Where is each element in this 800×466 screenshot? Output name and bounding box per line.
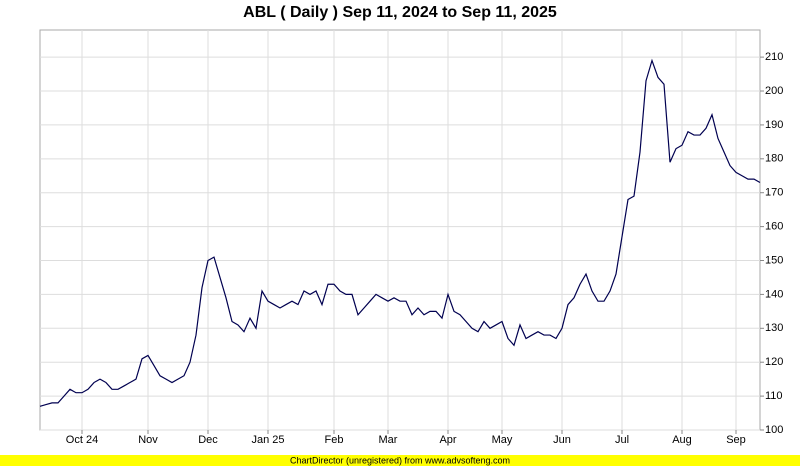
x-tick-label: Jun [553,434,571,446]
x-tick-label: Sep [726,434,746,446]
price-line [39,58,761,407]
x-tick-label: Jul [615,434,629,446]
y-tick-label: 180 [765,153,783,165]
y-tick-label: 150 [765,254,783,266]
grid: 100 110 120 130 140 150 160 170 180 190 200 210 Oct … [40,30,783,446]
x-tick-label: Nov [138,434,158,446]
footer: ChartDirector (unregistered) from www.ad… [290,455,510,465]
y-tick-label: 100 [765,424,783,436]
x-tick-label: Apr [439,434,456,446]
x-tick-label: Mar [379,434,398,446]
plot-area [39,29,761,431]
y-tick-label: 210 [765,51,783,63]
y-tick-label: 190 [765,119,783,131]
x-tick-label: Jan 25 [251,434,284,446]
x-tick-label: Dec [198,434,218,446]
x-tick-label: Aug [672,434,692,446]
y-tick-label: 160 [765,221,783,233]
y-tick-label: 110 [765,390,783,402]
y-tick-label: 120 [765,356,783,368]
y-tick-label: 140 [765,288,783,300]
y-tick-label: 170 [765,187,783,199]
footer-band [0,455,800,466]
y-tick-label: 200 [765,85,783,97]
marks [39,58,761,407]
y-tick-label: 130 [765,322,783,334]
x-tick-label: Feb [325,434,344,446]
chart-title: ABL ( Daily ) Sep 11, 2024 to Sep 11, 20… [243,4,557,21]
x-tick-label: Oct 24 [66,434,98,446]
x-tick-label: May [492,434,513,446]
